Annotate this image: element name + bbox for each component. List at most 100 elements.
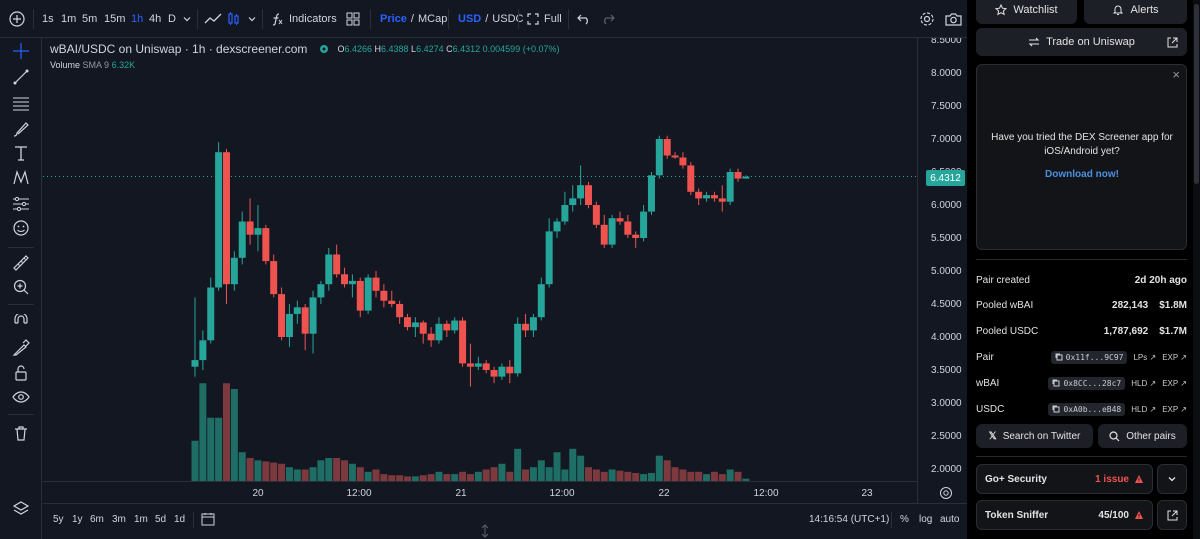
layers-icon[interactable] xyxy=(12,500,30,518)
goplus-security-row[interactable]: Go+ Security 1 issue xyxy=(976,464,1153,494)
settings-button[interactable] xyxy=(919,0,935,38)
log-toggle[interactable]: log xyxy=(919,513,933,525)
interval-4h[interactable]: 4h xyxy=(149,13,162,25)
pair-address-copy[interactable]: 0x11f...9C97 xyxy=(1050,350,1128,364)
interval-dropdown[interactable] xyxy=(182,0,192,38)
usdc-address-copy[interactable]: 0xA0b...eB48 xyxy=(1048,402,1126,416)
date-range-button[interactable] xyxy=(201,504,215,534)
hld-link[interactable]: HLD ↗ xyxy=(1131,378,1157,388)
fullscreen-button[interactable]: Full xyxy=(527,0,562,38)
volume-bar xyxy=(569,448,577,481)
goplus-expand-button[interactable] xyxy=(1157,464,1187,494)
candle-body xyxy=(537,284,545,318)
usdc-option[interactable]: USDC xyxy=(492,13,524,25)
redo-icon xyxy=(604,14,615,25)
interval-1s[interactable]: 1s xyxy=(42,13,54,25)
horizontal-lines-icon[interactable] xyxy=(12,94,30,112)
candlestick-plot[interactable] xyxy=(43,38,917,503)
candle-body xyxy=(577,185,585,199)
brush-icon[interactable] xyxy=(12,120,30,138)
range-1y[interactable]: 1y xyxy=(72,513,83,525)
search-twitter-button[interactable]: 𝕏 Search on Twitter xyxy=(976,424,1093,448)
volume-bar xyxy=(577,455,585,481)
token-sniffer-link-button[interactable] xyxy=(1157,500,1187,530)
candle-body xyxy=(356,280,364,311)
interval-15m[interactable]: 15m xyxy=(104,13,126,25)
percent-toggle[interactable]: % xyxy=(900,513,909,525)
add-symbol-button[interactable] xyxy=(8,0,26,38)
screenshot-button[interactable] xyxy=(945,0,962,38)
sidebar-scrollbar[interactable] xyxy=(1193,0,1200,539)
currency-toggle[interactable]: USD / USDC xyxy=(458,0,523,38)
range-1m[interactable]: 1m xyxy=(134,513,148,525)
exp-link[interactable]: EXP ↗ xyxy=(1162,378,1187,388)
x-logo-icon: 𝕏 xyxy=(988,430,997,442)
interval-5m[interactable]: 5m xyxy=(82,13,98,25)
time-axis[interactable]: 20 12:00 21 12:00 22 12:00 23 xyxy=(43,481,917,503)
alerts-button[interactable]: Alerts xyxy=(1084,0,1187,24)
pattern-icon[interactable] xyxy=(12,169,30,187)
wbai-address-copy[interactable]: 0x8CC...28c7 xyxy=(1048,376,1126,390)
token-sniffer-row[interactable]: Token Sniffer 45/100 xyxy=(976,500,1153,530)
hld-link[interactable]: HLD ↗ xyxy=(1131,404,1157,414)
chart-type-dropdown[interactable] xyxy=(247,0,257,38)
text-icon[interactable] xyxy=(12,144,30,162)
trash-icon[interactable] xyxy=(12,424,30,442)
layouts-button[interactable] xyxy=(346,0,360,38)
download-link[interactable]: Download now! xyxy=(1045,169,1119,180)
volume-bar xyxy=(671,467,679,481)
drawing-mode-icon[interactable] xyxy=(12,339,30,357)
clock-display[interactable]: 14:16:54 (UTC+1) xyxy=(809,513,890,525)
sidebar-scrollbar-thumb[interactable] xyxy=(1194,4,1199,184)
undo-button[interactable] xyxy=(577,0,591,38)
lps-link[interactable]: LPs ↗ xyxy=(1133,352,1157,362)
interval-1h[interactable]: 1h xyxy=(131,13,144,25)
low-value: 6.4274 xyxy=(416,44,444,54)
price-option[interactable]: Price xyxy=(380,13,407,25)
auto-toggle[interactable]: auto xyxy=(940,513,960,525)
eye-icon[interactable] xyxy=(12,388,30,406)
crosshair-icon[interactable] xyxy=(12,42,30,60)
price-mcap-toggle[interactable]: Price / MCap xyxy=(380,0,447,38)
interval-1m[interactable]: 1m xyxy=(61,13,77,25)
pooled-usdc-usd: $1.7M xyxy=(1159,325,1187,337)
candle-body xyxy=(671,155,679,158)
range-5y[interactable]: 5y xyxy=(53,513,64,525)
range-1d[interactable]: 1d xyxy=(174,513,186,525)
usd-option[interactable]: USD xyxy=(458,13,482,25)
trade-on-uniswap-button[interactable]: Trade on Uniswap xyxy=(976,28,1187,56)
candle-body xyxy=(514,323,522,374)
chart-type-candles-button[interactable] xyxy=(227,0,241,38)
candle-body xyxy=(482,363,490,370)
candlestick-chart[interactable] xyxy=(43,38,917,503)
volume-bar xyxy=(506,471,514,481)
volume-bar xyxy=(199,383,207,481)
redo-button[interactable] xyxy=(601,0,615,38)
price-axis[interactable]: 8.50008.00007.50007.00006.50006.00005.50… xyxy=(917,35,967,503)
price-axis-labels: 8.50008.00007.50007.00006.50006.00005.50… xyxy=(931,35,962,475)
candle-body xyxy=(238,221,246,258)
emoji-icon[interactable] xyxy=(12,219,30,237)
candle-body xyxy=(522,323,530,331)
exp-link[interactable]: EXP ↗ xyxy=(1162,404,1187,414)
resize-handle-icon[interactable] xyxy=(480,524,490,538)
mcap-option[interactable]: MCap xyxy=(417,13,448,25)
watchlist-button[interactable]: Watchlist xyxy=(976,0,1077,24)
chart-type-line-button[interactable] xyxy=(203,0,223,38)
axis-settings-icon[interactable] xyxy=(938,485,954,501)
range-6m[interactable]: 6m xyxy=(90,513,104,525)
lock-icon[interactable] xyxy=(12,364,30,382)
close-promo-button[interactable]: × xyxy=(1172,67,1180,82)
indicators-button[interactable]: Indicators xyxy=(270,0,337,38)
range-3m[interactable]: 3m xyxy=(112,513,126,525)
trend-line-icon[interactable] xyxy=(12,68,30,86)
other-pairs-button[interactable]: Other pairs xyxy=(1098,424,1187,448)
interval-d[interactable]: D xyxy=(168,13,176,25)
range-5d[interactable]: 5d xyxy=(155,513,167,525)
prediction-icon[interactable] xyxy=(12,195,30,213)
exp-link[interactable]: EXP ↗ xyxy=(1162,352,1187,362)
magnet-icon[interactable] xyxy=(12,314,30,332)
candle-body xyxy=(498,366,506,377)
ruler-icon[interactable] xyxy=(12,254,30,272)
zoom-in-icon[interactable] xyxy=(12,278,30,296)
